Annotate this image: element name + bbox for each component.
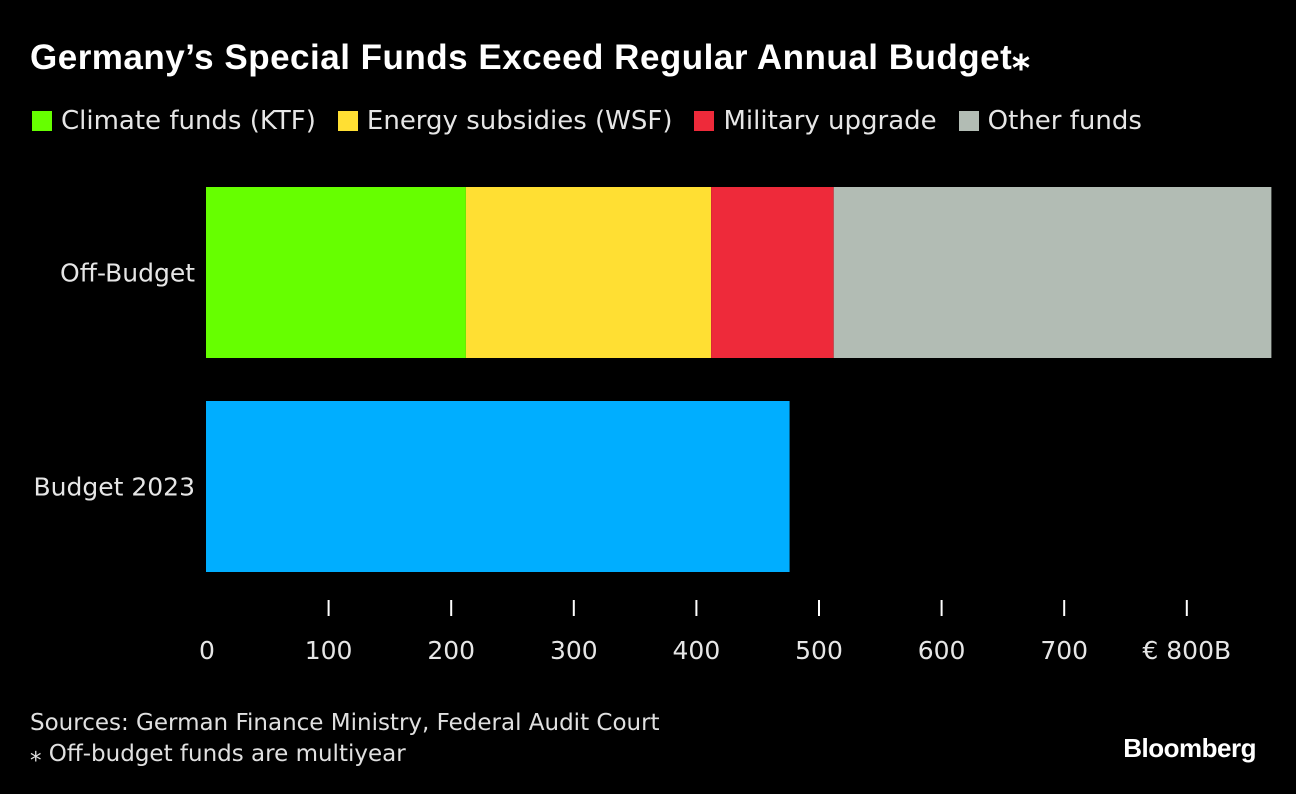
legend-item-climate: Climate funds (KTF) — [32, 106, 316, 136]
x-tick-label-200: 200 — [427, 636, 475, 665]
multiyear-note: ⁎ Off-budget funds are multiyear — [30, 741, 406, 767]
legend-item-other: Other funds — [958, 106, 1142, 136]
bar-budget-2023-budget-2023 — [206, 401, 790, 572]
x-tick-label-0: 0 — [199, 636, 215, 665]
legend-swatch-other — [958, 111, 979, 131]
legend-label-energy: Energy subsidies (WSF) — [366, 106, 673, 136]
legend-item-military: Military upgrade — [694, 106, 937, 136]
legend-label-climate: Climate funds (KTF) — [61, 106, 316, 136]
chart-title: Germany’s Special Funds Exceed Regular A… — [30, 38, 1031, 77]
x-tick-label-500: 500 — [795, 636, 843, 665]
x-tick-label-400: 400 — [673, 636, 721, 665]
bar-off-budget-climate-funds-ktf — [206, 187, 466, 358]
bloomberg-logo: Bloomberg — [1123, 733, 1256, 763]
x-tick-label-100: 100 — [305, 636, 353, 665]
legend-item-energy: Energy subsidies (WSF) — [337, 106, 673, 136]
x-tick-label-300: 300 — [550, 636, 598, 665]
sources-note: Sources: German Finance Ministry, Federa… — [30, 710, 660, 736]
bar-chart: Off-Budget Budget 2023 0 100 200 300 400 500 600… — [34, 187, 1272, 665]
x-tick-label-800: € 800B — [1142, 636, 1231, 665]
bar-off-budget-military-upgrade — [711, 187, 834, 358]
x-tick-label-700: 700 — [1040, 636, 1088, 665]
legend-label-military: Military upgrade — [723, 106, 937, 136]
bar-off-budget-energy-subsidies-wsf — [465, 187, 712, 358]
legend: Climate funds (KTF) Energy subsidies (WS… — [32, 106, 1164, 136]
legend-swatch-military — [694, 111, 715, 131]
category-label-off-budget: Off-Budget — [60, 259, 195, 288]
legend-label-other: Other funds — [987, 106, 1142, 136]
legend-swatch-energy — [337, 111, 358, 131]
legend-swatch-climate — [32, 111, 52, 131]
x-tick-label-600: 600 — [918, 636, 966, 665]
category-label-budget-2023: Budget 2023 — [34, 473, 196, 502]
bar-off-budget-other-funds — [833, 187, 1272, 358]
